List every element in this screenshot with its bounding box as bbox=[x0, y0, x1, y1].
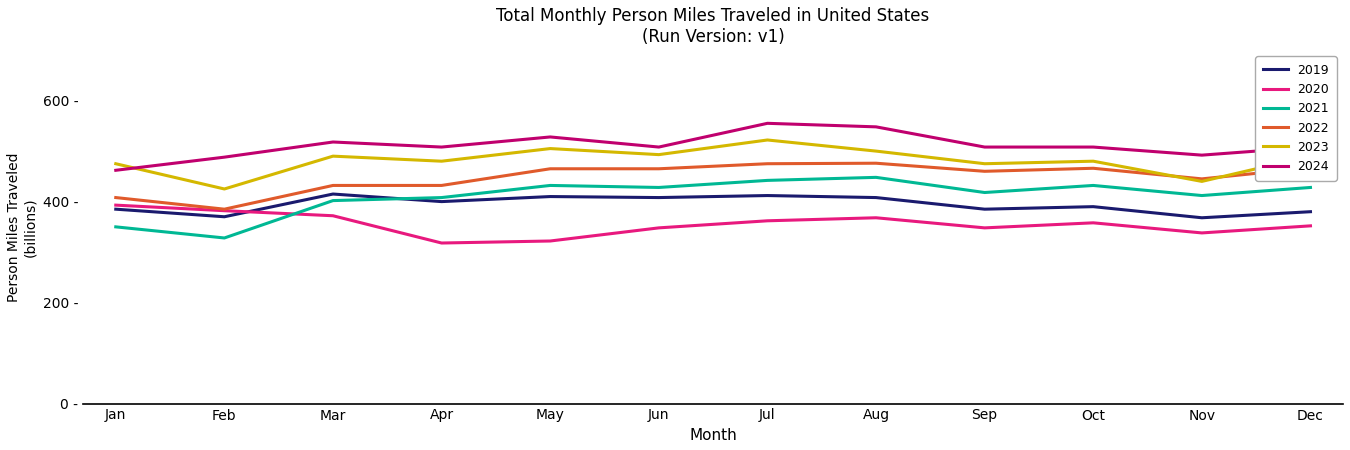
Y-axis label: Person Miles Traveled
(billions): Person Miles Traveled (billions) bbox=[7, 152, 38, 302]
2022 bbox=[976, 169, 992, 174]
Line: 2020: 2020 bbox=[116, 205, 1311, 243]
2024 bbox=[651, 144, 667, 150]
2024 bbox=[868, 124, 884, 130]
Line: 2024: 2024 bbox=[116, 123, 1311, 170]
2020 bbox=[868, 215, 884, 220]
2019 bbox=[1085, 204, 1102, 209]
2020 bbox=[543, 238, 559, 244]
2020 bbox=[433, 240, 450, 246]
2024 bbox=[325, 140, 342, 145]
2022 bbox=[651, 166, 667, 171]
2021 bbox=[759, 178, 775, 183]
2022 bbox=[1193, 176, 1210, 182]
2021 bbox=[651, 185, 667, 190]
2019 bbox=[433, 199, 450, 204]
2020 bbox=[1193, 230, 1210, 236]
2023 bbox=[216, 186, 232, 192]
2023 bbox=[433, 158, 450, 164]
2023 bbox=[868, 148, 884, 154]
2024 bbox=[759, 121, 775, 126]
2022 bbox=[325, 183, 342, 188]
2023 bbox=[976, 161, 992, 166]
2024 bbox=[1085, 144, 1102, 150]
2024 bbox=[976, 144, 992, 150]
2020 bbox=[108, 202, 124, 208]
2020 bbox=[976, 225, 992, 230]
2021 bbox=[1193, 193, 1210, 198]
2022 bbox=[543, 166, 559, 171]
2020 bbox=[1085, 220, 1102, 225]
2024 bbox=[1193, 153, 1210, 158]
2024 bbox=[108, 167, 124, 173]
2019 bbox=[976, 207, 992, 212]
2024 bbox=[433, 144, 450, 150]
2019 bbox=[543, 194, 559, 199]
2023 bbox=[1085, 158, 1102, 164]
2021 bbox=[976, 190, 992, 195]
2019 bbox=[1193, 215, 1210, 220]
2022 bbox=[1303, 165, 1319, 171]
2022 bbox=[759, 161, 775, 166]
2023 bbox=[651, 152, 667, 158]
2020 bbox=[216, 208, 232, 213]
2023 bbox=[108, 161, 124, 166]
2023 bbox=[543, 146, 559, 151]
2024 bbox=[543, 134, 559, 140]
Title: Total Monthly Person Miles Traveled in United States
(Run Version: v1): Total Monthly Person Miles Traveled in U… bbox=[497, 7, 930, 46]
2021 bbox=[108, 224, 124, 230]
2024 bbox=[216, 154, 232, 160]
2019 bbox=[216, 214, 232, 220]
2019 bbox=[1303, 209, 1319, 214]
Line: 2022: 2022 bbox=[116, 163, 1311, 209]
2024 bbox=[1303, 144, 1319, 150]
X-axis label: Month: Month bbox=[690, 428, 737, 443]
2023 bbox=[759, 137, 775, 143]
Line: 2021: 2021 bbox=[116, 177, 1311, 238]
2022 bbox=[1085, 166, 1102, 171]
2021 bbox=[325, 198, 342, 203]
2020 bbox=[1303, 223, 1319, 229]
2021 bbox=[216, 235, 232, 241]
Line: 2023: 2023 bbox=[116, 140, 1311, 189]
2022 bbox=[216, 207, 232, 212]
2020 bbox=[325, 213, 342, 218]
2019 bbox=[868, 195, 884, 200]
Legend: 2019, 2020, 2021, 2022, 2023, 2024: 2019, 2020, 2021, 2022, 2023, 2024 bbox=[1256, 56, 1336, 180]
2021 bbox=[1303, 185, 1319, 190]
2020 bbox=[759, 218, 775, 224]
2019 bbox=[325, 191, 342, 197]
2021 bbox=[433, 195, 450, 200]
Line: 2019: 2019 bbox=[116, 194, 1311, 218]
2023 bbox=[1303, 153, 1319, 159]
2019 bbox=[108, 207, 124, 212]
2019 bbox=[759, 193, 775, 198]
2021 bbox=[543, 183, 559, 188]
2023 bbox=[325, 153, 342, 159]
2021 bbox=[868, 175, 884, 180]
2022 bbox=[433, 183, 450, 188]
2023 bbox=[1193, 179, 1210, 184]
2022 bbox=[108, 195, 124, 200]
2019 bbox=[651, 195, 667, 200]
2022 bbox=[868, 161, 884, 166]
2021 bbox=[1085, 183, 1102, 188]
2020 bbox=[651, 225, 667, 230]
